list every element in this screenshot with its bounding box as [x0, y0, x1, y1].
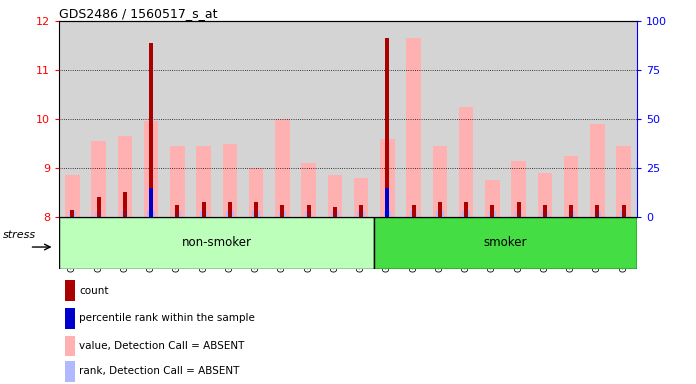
Bar: [200, 211, 207, 217]
Bar: [436, 211, 443, 217]
Bar: [512, 161, 526, 217]
Bar: [622, 205, 626, 217]
Bar: [331, 211, 338, 217]
Bar: [411, 205, 416, 217]
Bar: [223, 144, 237, 217]
Bar: [620, 211, 627, 217]
Bar: [328, 175, 342, 217]
Bar: [301, 163, 316, 217]
Bar: [410, 211, 418, 217]
Text: percentile rank within the sample: percentile rank within the sample: [79, 313, 255, 323]
Bar: [617, 146, 631, 217]
Bar: [149, 43, 153, 217]
Bar: [196, 146, 211, 217]
Bar: [383, 211, 391, 217]
Bar: [543, 205, 547, 217]
Bar: [144, 121, 158, 217]
Bar: [118, 136, 132, 217]
Bar: [569, 205, 574, 217]
Bar: [406, 38, 421, 217]
Bar: [464, 202, 468, 217]
Bar: [226, 211, 234, 217]
Bar: [95, 211, 102, 217]
Bar: [538, 173, 552, 217]
Bar: [333, 207, 337, 217]
Bar: [275, 119, 290, 217]
Text: non-smoker: non-smoker: [182, 237, 252, 249]
Bar: [596, 205, 599, 217]
Bar: [359, 205, 363, 217]
Bar: [97, 197, 100, 217]
Bar: [65, 308, 75, 329]
Bar: [462, 211, 470, 217]
Bar: [65, 175, 79, 217]
Bar: [305, 211, 313, 217]
Bar: [590, 124, 605, 217]
Bar: [65, 280, 75, 301]
Text: GDS2486 / 1560517_s_at: GDS2486 / 1560517_s_at: [59, 7, 218, 20]
Bar: [380, 139, 395, 217]
Bar: [122, 192, 127, 217]
Bar: [228, 202, 232, 217]
Bar: [307, 205, 310, 217]
Bar: [280, 205, 285, 217]
Bar: [564, 156, 578, 217]
Bar: [386, 188, 389, 217]
Bar: [541, 211, 548, 217]
Bar: [516, 202, 521, 217]
Bar: [491, 205, 494, 217]
Text: value, Detection Call = ABSENT: value, Detection Call = ABSENT: [79, 341, 245, 351]
Bar: [459, 107, 473, 217]
Text: count: count: [79, 286, 109, 296]
Bar: [358, 211, 365, 217]
Bar: [121, 211, 129, 217]
Bar: [170, 146, 184, 217]
Bar: [386, 38, 389, 217]
Bar: [70, 210, 74, 217]
Bar: [59, 217, 374, 269]
Bar: [173, 211, 181, 217]
Bar: [354, 178, 368, 217]
Bar: [485, 180, 500, 217]
Bar: [567, 211, 575, 217]
Bar: [175, 205, 180, 217]
Bar: [69, 211, 76, 217]
Bar: [249, 168, 263, 217]
Bar: [253, 211, 260, 217]
Bar: [65, 336, 75, 356]
Bar: [254, 202, 258, 217]
Bar: [202, 202, 205, 217]
Bar: [515, 211, 523, 217]
Text: rank, Detection Call = ABSENT: rank, Detection Call = ABSENT: [79, 366, 239, 376]
Bar: [149, 188, 153, 217]
Bar: [91, 141, 106, 217]
Text: stress: stress: [3, 230, 36, 240]
Bar: [148, 211, 155, 217]
Bar: [594, 211, 601, 217]
Bar: [489, 211, 496, 217]
Bar: [65, 361, 75, 382]
Bar: [278, 211, 286, 217]
Bar: [438, 202, 442, 217]
Bar: [433, 146, 447, 217]
Bar: [374, 217, 637, 269]
Text: smoker: smoker: [484, 237, 528, 249]
